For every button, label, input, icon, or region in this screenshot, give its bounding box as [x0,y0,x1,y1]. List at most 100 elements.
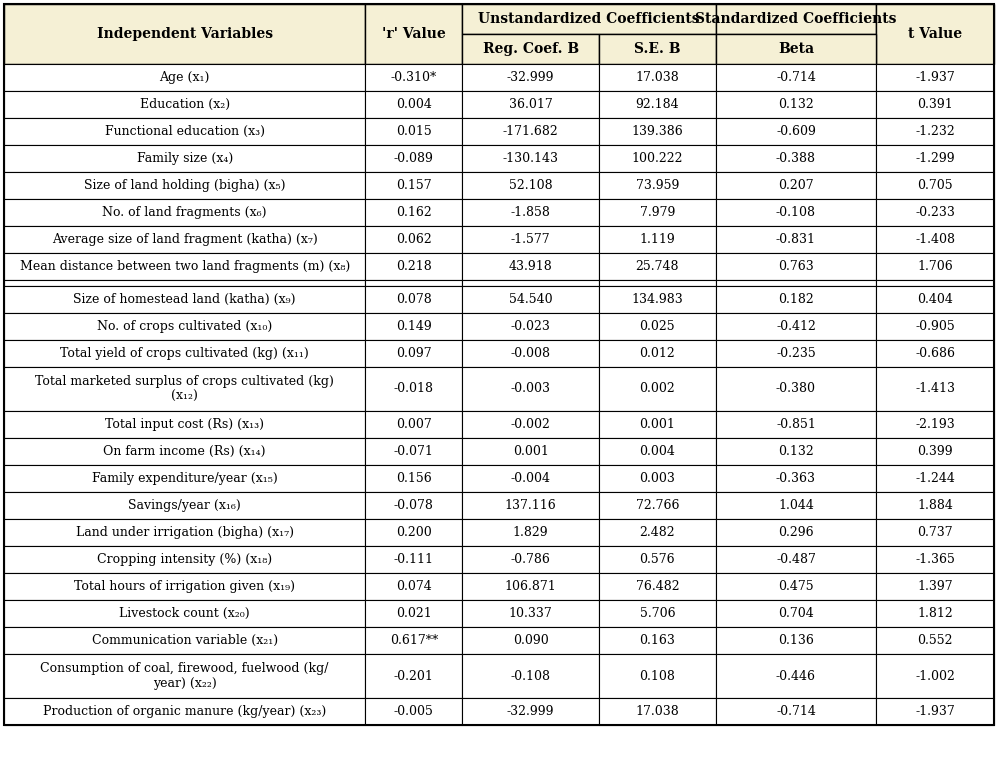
Text: Land under irrigation (bigha) (x₁₇): Land under irrigation (bigha) (x₁₇) [76,526,293,539]
Bar [716,600,876,627]
Bar [4,313,365,340]
Text: -0.487: -0.487 [776,553,816,566]
Text: Savings/year (x₁₆): Savings/year (x₁₆) [129,499,242,512]
Text: 0.090: 0.090 [513,634,549,647]
Bar [599,226,716,253]
Text: No. of crops cultivated (x₁₀): No. of crops cultivated (x₁₀) [97,320,272,333]
Bar [462,253,599,280]
Text: 54.540: 54.540 [509,293,553,306]
Text: -0.071: -0.071 [394,445,434,458]
Text: Livestock count (x₂₀): Livestock count (x₂₀) [120,607,250,620]
Text: -1.365: -1.365 [915,553,955,566]
Bar [4,280,365,286]
Text: 0.025: 0.025 [640,320,676,333]
Bar [365,280,462,286]
Text: 2.482: 2.482 [640,526,676,539]
Bar [876,280,994,286]
Text: Total hours of irrigation given (x₁₉): Total hours of irrigation given (x₁₉) [74,580,295,593]
Bar [876,91,994,118]
Bar [462,199,599,226]
Text: -0.023: -0.023 [511,320,551,333]
Text: -0.002: -0.002 [511,418,551,431]
Text: -0.018: -0.018 [394,383,434,396]
Text: 17.038: 17.038 [636,71,680,84]
Text: 0.149: 0.149 [396,320,432,333]
Bar [716,367,876,411]
Bar [365,313,462,340]
Text: 0.001: 0.001 [640,418,676,431]
Text: 0.078: 0.078 [396,293,432,306]
Bar [716,546,876,573]
Bar [4,253,365,280]
Bar [462,654,599,698]
Bar [462,286,599,313]
Text: -0.111: -0.111 [394,553,434,566]
Text: 0.007: 0.007 [396,418,432,431]
Bar [599,199,716,226]
Text: 25.748: 25.748 [636,260,680,273]
Text: 0.218: 0.218 [396,260,432,273]
Bar [4,199,365,226]
Text: Size of homestead land (katha) (x₉): Size of homestead land (katha) (x₉) [74,293,296,306]
Text: Total yield of crops cultivated (kg) (x₁₁): Total yield of crops cultivated (kg) (x₁… [60,347,309,360]
Bar [716,4,876,34]
Bar [4,438,365,465]
Bar [599,145,716,172]
Text: Size of land holding (bigha) (x₅): Size of land holding (bigha) (x₅) [84,179,285,192]
Text: Family expenditure/year (x₁₅): Family expenditure/year (x₁₅) [92,472,277,485]
Bar [4,411,365,438]
Text: On farm income (Rs) (x₁₄): On farm income (Rs) (x₁₄) [104,445,265,458]
Text: 5.706: 5.706 [640,607,676,620]
Bar [365,118,462,145]
Text: -0.905: -0.905 [915,320,955,333]
Bar [4,654,365,698]
Bar [876,367,994,411]
Text: 72.766: 72.766 [636,499,680,512]
Bar [876,654,994,698]
Text: Communication variable (x₂₁): Communication variable (x₂₁) [92,634,277,647]
Text: -1.244: -1.244 [915,472,955,485]
Bar [365,492,462,519]
Bar [599,438,716,465]
Text: 0.207: 0.207 [778,179,813,192]
Text: Mean distance between two land fragments (m) (x₈): Mean distance between two land fragments… [20,260,350,273]
Text: 7.979: 7.979 [640,206,675,219]
Text: Standardized Coefficients: Standardized Coefficients [696,12,897,26]
Bar [462,91,599,118]
Bar [462,465,599,492]
Bar [599,492,716,519]
Text: 0.162: 0.162 [396,206,432,219]
Bar [599,34,716,64]
Text: 1.884: 1.884 [917,499,953,512]
Bar [365,465,462,492]
Text: 137.116: 137.116 [505,499,557,512]
Text: Beta: Beta [777,42,814,56]
Bar [876,600,994,627]
Bar [365,199,462,226]
Text: 106.871: 106.871 [505,580,557,593]
Bar [716,519,876,546]
Text: -1.413: -1.413 [915,383,955,396]
Bar [4,627,365,654]
Bar [462,64,599,91]
Text: -2.193: -2.193 [915,418,955,431]
Text: -0.412: -0.412 [776,320,816,333]
Bar [462,546,599,573]
Text: -0.446: -0.446 [776,669,816,683]
Bar [716,91,876,118]
Text: 0.576: 0.576 [640,553,676,566]
Text: 1.397: 1.397 [917,580,953,593]
Text: Unstandardized Coefficients: Unstandardized Coefficients [478,12,700,26]
Bar [4,226,365,253]
Bar [365,4,462,64]
Bar [462,492,599,519]
Bar [599,600,716,627]
Text: 52.108: 52.108 [509,179,553,192]
Bar [4,118,365,145]
Text: 0.399: 0.399 [917,445,953,458]
Text: 73.959: 73.959 [636,179,679,192]
Bar [462,340,599,367]
Bar [365,145,462,172]
Bar [365,286,462,313]
Bar [365,573,462,600]
